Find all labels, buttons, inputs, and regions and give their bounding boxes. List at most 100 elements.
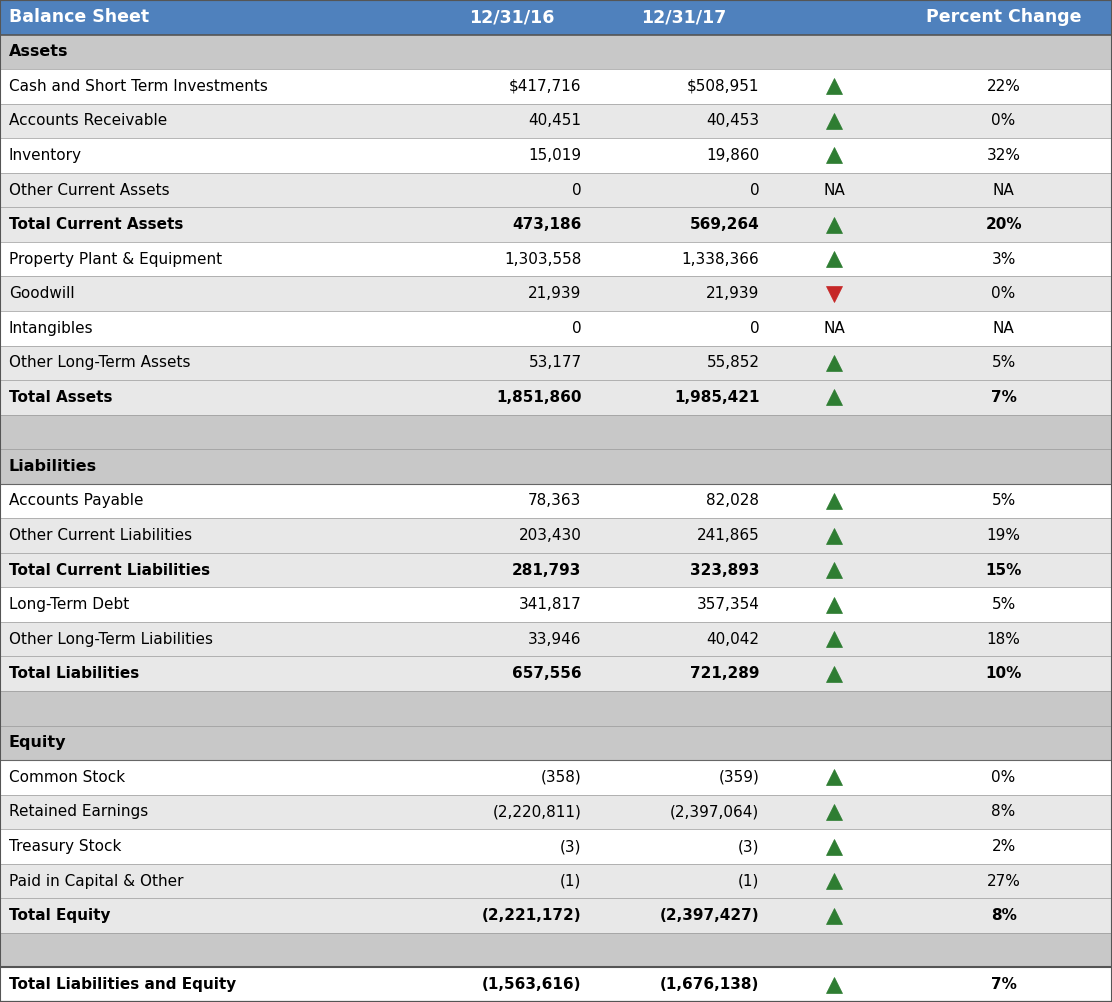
Text: 18%: 18% (986, 631, 1021, 646)
Bar (0, 484, 1112, 518)
Text: 0: 0 (749, 321, 759, 336)
Text: 40,453: 40,453 (706, 113, 759, 128)
Bar (0, 69, 1112, 103)
Text: (2,397,064): (2,397,064) (671, 805, 759, 820)
Text: 2%: 2% (992, 839, 1015, 854)
Text: 15,019: 15,019 (528, 148, 582, 163)
Text: 21,939: 21,939 (706, 287, 759, 302)
Bar (0, 346, 1112, 380)
Text: 281,793: 281,793 (513, 562, 582, 577)
Text: Total Equity: Total Equity (9, 908, 110, 923)
Text: NA: NA (993, 321, 1014, 336)
Text: 82,028: 82,028 (706, 494, 759, 508)
Text: Equity: Equity (9, 735, 67, 750)
Text: 241,865: 241,865 (697, 528, 759, 543)
Text: Treasury Stock: Treasury Stock (9, 839, 121, 854)
Text: 78,363: 78,363 (528, 494, 582, 508)
Bar (0, 207, 1112, 241)
Text: 5%: 5% (992, 494, 1015, 508)
Bar (0, 380, 1112, 415)
Bar (0, 830, 1112, 864)
Text: 5%: 5% (992, 356, 1015, 371)
Bar (0, 138, 1112, 172)
Text: 19%: 19% (986, 528, 1021, 543)
Text: Inventory: Inventory (9, 148, 82, 163)
Text: 10%: 10% (985, 666, 1022, 681)
Text: (2,220,811): (2,220,811) (493, 805, 582, 820)
Text: 40,042: 40,042 (706, 631, 759, 646)
Text: 203,430: 203,430 (518, 528, 582, 543)
Text: 40,451: 40,451 (528, 113, 582, 128)
Text: Other Current Liabilities: Other Current Liabilities (9, 528, 192, 543)
Text: Property Plant & Equipment: Property Plant & Equipment (9, 252, 222, 267)
Text: Accounts Receivable: Accounts Receivable (9, 113, 167, 128)
Bar (0, 0, 1112, 34)
Text: 357,354: 357,354 (696, 597, 759, 612)
Text: Other Long-Term Liabilities: Other Long-Term Liabilities (9, 631, 212, 646)
Text: $417,716: $417,716 (509, 79, 582, 94)
Text: 21,939: 21,939 (528, 287, 582, 302)
Text: Goodwill: Goodwill (9, 287, 75, 302)
Text: 7%: 7% (991, 390, 1016, 405)
Text: Intangibles: Intangibles (9, 321, 93, 336)
Text: (1,676,138): (1,676,138) (661, 977, 759, 992)
Text: 0: 0 (572, 321, 582, 336)
Bar (0, 691, 1112, 725)
Bar (0, 968, 1112, 1002)
Text: 1,303,558: 1,303,558 (504, 252, 582, 267)
Bar (0, 518, 1112, 553)
Text: Total Liabilities and Equity: Total Liabilities and Equity (9, 977, 236, 992)
Text: Other Current Assets: Other Current Assets (9, 182, 169, 197)
Bar (0, 864, 1112, 899)
Text: 5%: 5% (992, 597, 1015, 612)
Text: Accounts Payable: Accounts Payable (9, 494, 143, 508)
Text: Common Stock: Common Stock (9, 770, 125, 785)
Bar (0, 656, 1112, 691)
Text: (359): (359) (718, 770, 759, 785)
Bar (0, 622, 1112, 656)
Bar (0, 725, 1112, 761)
Text: Percent Change: Percent Change (926, 8, 1081, 26)
Text: 55,852: 55,852 (706, 356, 759, 371)
Text: 0%: 0% (992, 287, 1015, 302)
Text: 1,851,860: 1,851,860 (496, 390, 582, 405)
Text: (1): (1) (738, 874, 759, 889)
Text: 53,177: 53,177 (528, 356, 582, 371)
Bar (0, 587, 1112, 622)
Bar (0, 34, 1112, 69)
Text: Total Current Assets: Total Current Assets (9, 217, 183, 232)
Text: (3): (3) (738, 839, 759, 854)
Text: 8%: 8% (992, 805, 1015, 820)
Text: Balance Sheet: Balance Sheet (9, 8, 149, 26)
Text: 341,817: 341,817 (519, 597, 582, 612)
Text: (2,397,427): (2,397,427) (659, 908, 759, 923)
Text: Total Liabilities: Total Liabilities (9, 666, 139, 681)
Text: 20%: 20% (985, 217, 1022, 232)
Bar (0, 795, 1112, 830)
Text: (1,563,616): (1,563,616) (483, 977, 582, 992)
Text: Total Current Liabilities: Total Current Liabilities (9, 562, 210, 577)
Text: (1): (1) (560, 874, 582, 889)
Text: Paid in Capital & Other: Paid in Capital & Other (9, 874, 183, 889)
Text: 19,860: 19,860 (706, 148, 759, 163)
Text: NA: NA (823, 182, 845, 197)
Bar (0, 933, 1112, 968)
Bar (0, 103, 1112, 138)
Bar (0, 899, 1112, 933)
Text: 1,338,366: 1,338,366 (682, 252, 759, 267)
Text: 0: 0 (572, 182, 582, 197)
Text: (3): (3) (560, 839, 582, 854)
Text: 0%: 0% (992, 770, 1015, 785)
Bar (0, 172, 1112, 207)
Bar (0, 277, 1112, 311)
Bar (0, 553, 1112, 587)
Text: (358): (358) (540, 770, 582, 785)
Text: 3%: 3% (992, 252, 1015, 267)
Text: (2,221,172): (2,221,172) (481, 908, 582, 923)
Text: 1,985,421: 1,985,421 (674, 390, 759, 405)
Text: NA: NA (823, 321, 845, 336)
Bar (0, 415, 1112, 449)
Text: Liabilities: Liabilities (9, 459, 97, 474)
Text: Total Assets: Total Assets (9, 390, 112, 405)
Text: 0%: 0% (992, 113, 1015, 128)
